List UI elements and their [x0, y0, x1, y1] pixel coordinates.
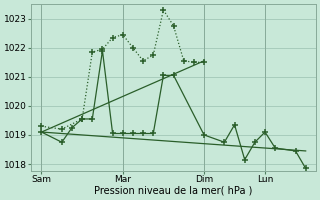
- X-axis label: Pression niveau de la mer( hPa ): Pression niveau de la mer( hPa ): [94, 186, 253, 196]
